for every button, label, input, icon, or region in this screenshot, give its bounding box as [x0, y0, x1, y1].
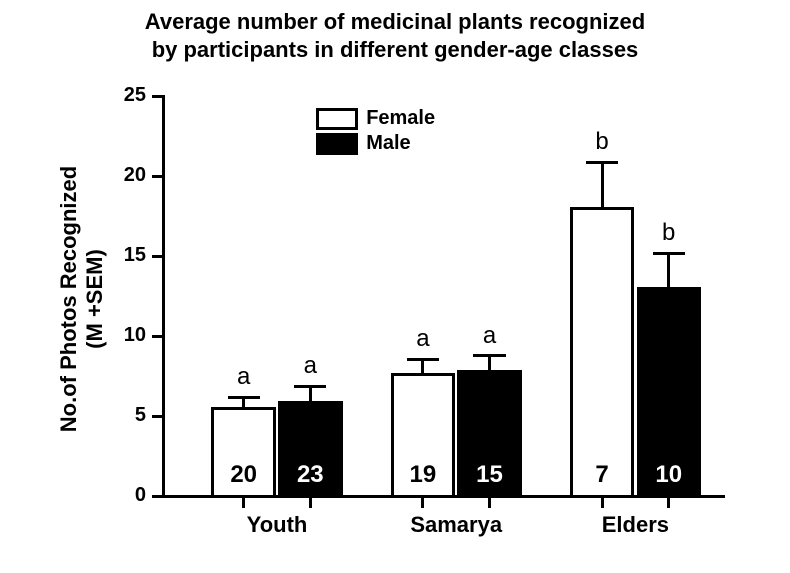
x-tick [421, 498, 424, 508]
bar-n-label: 19 [410, 461, 437, 489]
y-tick [152, 415, 162, 418]
error-cap [294, 385, 326, 388]
y-tick [152, 335, 162, 338]
error-cap [228, 396, 260, 399]
significance-label: a [304, 352, 317, 380]
error-cap [586, 161, 618, 164]
y-tick [152, 175, 162, 178]
significance-label: b [662, 219, 675, 247]
x-tick [601, 498, 604, 508]
error-cap [653, 252, 685, 255]
x-tick [309, 498, 312, 508]
significance-label: b [595, 128, 608, 156]
legend-label: Male [366, 132, 410, 155]
y-tick-label: 10 [106, 324, 146, 347]
chart-frame: Average number of medicinal plants recog… [0, 0, 790, 573]
x-tick [667, 498, 670, 508]
bar [570, 207, 634, 495]
y-axis-label: No.of Photos Recognized(M +SEM) [56, 99, 108, 499]
significance-label: a [237, 363, 250, 391]
error-bar [421, 359, 424, 373]
error-bar [601, 162, 604, 207]
y-axis [162, 95, 165, 498]
legend: FemaleMale [316, 107, 435, 157]
legend-swatch [316, 133, 358, 155]
error-cap [473, 354, 505, 357]
significance-label: a [483, 322, 496, 350]
x-tick [242, 498, 245, 508]
y-tick [152, 255, 162, 258]
y-tick-label: 25 [106, 84, 146, 107]
chart-title: Average number of medicinal plants recog… [0, 8, 790, 63]
bar-n-label: 23 [297, 461, 324, 489]
legend-row: Male [316, 132, 435, 155]
y-tick [152, 95, 162, 98]
y-tick-label: 20 [106, 164, 146, 187]
x-tick-label: Samarya [410, 512, 502, 538]
y-tick-label: 0 [106, 484, 146, 507]
plot-area: 0510152025No.of Photos Recognized(M +SEM… [165, 95, 725, 495]
x-axis [162, 495, 725, 498]
x-tick [488, 498, 491, 508]
legend-swatch [316, 108, 358, 130]
bar-n-label: 20 [230, 461, 257, 489]
error-bar [667, 253, 670, 287]
x-tick-label: Elders [602, 512, 669, 538]
x-tick-label: Youth [247, 512, 308, 538]
error-cap [407, 358, 439, 361]
legend-row: Female [316, 107, 435, 130]
bar-n-label: 10 [655, 461, 682, 489]
bar-n-label: 7 [595, 461, 608, 489]
error-bar [309, 386, 312, 400]
y-tick-label: 15 [106, 244, 146, 267]
significance-label: a [416, 325, 429, 353]
y-tick [152, 495, 162, 498]
bar-n-label: 15 [476, 461, 503, 489]
y-tick-label: 5 [106, 404, 146, 427]
error-bar [488, 356, 491, 370]
legend-label: Female [366, 107, 435, 130]
